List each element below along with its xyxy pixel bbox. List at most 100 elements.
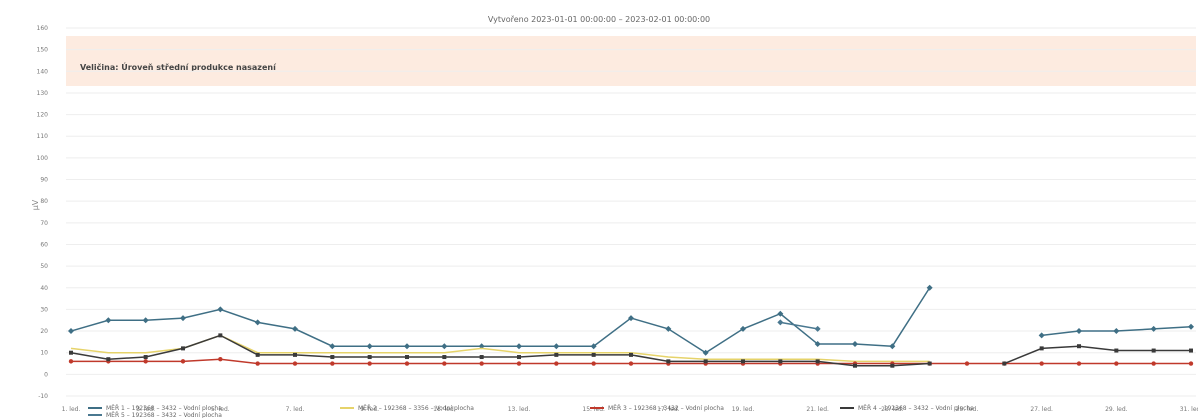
y-tick-label: -10: [38, 393, 48, 400]
x-tick-label: 19. led.: [732, 406, 755, 413]
data-point: [814, 341, 821, 348]
chart-title: Vytvořeno 2023-01-01 00:00:00 – 2023-02-…: [488, 15, 710, 24]
x-tick-label: 3. led.: [136, 406, 155, 413]
data-point: [255, 352, 260, 357]
data-point: [628, 315, 634, 322]
data-point: [142, 317, 149, 324]
data-point: [1189, 348, 1193, 353]
y-tick-label: 70: [40, 220, 48, 227]
data-point: [404, 343, 410, 350]
data-point: [106, 357, 111, 362]
series-line: [70, 334, 930, 367]
series-line: [70, 287, 931, 354]
data-point: [1151, 348, 1156, 353]
data-point: [554, 361, 559, 366]
data-point: [143, 355, 148, 360]
y-tick-label: 150: [37, 47, 49, 54]
y-axis: -10 0 10 20 30 40 50 60 70 80 90 100 110 120 130 140 150…: [37, 25, 49, 400]
x-tick-label: 29. led.: [1105, 406, 1128, 413]
series-line: [1004, 345, 1191, 365]
data-point: [293, 352, 297, 357]
y-tick-label: 80: [40, 198, 48, 205]
series-4: [69, 333, 1193, 368]
data-point: [666, 359, 671, 364]
data-point: [1114, 348, 1119, 353]
legend-item-5: MĚŘ 5 – 192368 – 3432 – Vodní plocha: [88, 411, 222, 418]
y-tick-label: 30: [40, 306, 48, 313]
data-point: [778, 359, 783, 364]
highlight-band: [66, 36, 1196, 86]
x-tick-label: 17. led.: [657, 406, 680, 413]
y-tick-label: 60: [40, 241, 48, 248]
data-point: [703, 359, 708, 364]
y-tick-label: 100: [37, 155, 49, 162]
y-tick-label: 120: [37, 112, 49, 119]
data-point: [553, 343, 560, 350]
data-point: [591, 352, 596, 357]
data-point: [1076, 361, 1082, 366]
data-point: [366, 343, 373, 350]
x-tick-label: 11. led.: [433, 406, 456, 413]
grid: [66, 27, 1196, 397]
data-point: [255, 361, 260, 366]
legend-item-2: MĚŘ 2 – 192368 – 3356 – Vodní plocha: [340, 404, 474, 412]
x-tick-label: 25. led.: [956, 406, 979, 413]
data-point: [1039, 361, 1044, 366]
x-axis: 1. led. 3. led. 5. led. 7. led. 9. led. 11. l…: [62, 406, 1198, 413]
data-point: [218, 357, 223, 362]
data-point: [218, 333, 223, 338]
series-3: [68, 357, 1194, 366]
data-point: [105, 317, 112, 324]
data-point: [1188, 323, 1194, 330]
data-point: [1076, 328, 1082, 335]
data-point: [1002, 361, 1007, 366]
data-point: [926, 284, 933, 291]
data-point: [292, 361, 298, 366]
data-point: [702, 349, 709, 356]
data-point: [143, 359, 148, 364]
data-point: [814, 325, 821, 332]
data-point: [330, 355, 335, 360]
data-point: [367, 355, 372, 360]
legend-item-4: MĚŘ 4 – 192368 – 3432 – Vodní plocha: [840, 404, 974, 412]
data-point: [68, 359, 74, 364]
data-point: [890, 363, 895, 368]
data-point: [517, 355, 521, 360]
data-point: [180, 315, 186, 322]
data-point: [441, 343, 448, 350]
data-point: [740, 325, 746, 332]
data-point: [367, 361, 372, 366]
x-tick-label: 7. led.: [286, 406, 305, 413]
y-tick-label: 110: [37, 133, 49, 140]
x-tick-label: 27. led.: [1030, 406, 1053, 413]
data-point: [1150, 325, 1157, 332]
y-tick-label: 90: [40, 177, 48, 184]
y-tick-label: 50: [40, 263, 48, 270]
x-tick-label: 31. led.: [1180, 406, 1198, 413]
data-point: [181, 346, 185, 351]
data-point: [741, 359, 745, 364]
legend-item-3: MĚŘ 3 – 192368 – 3432 – Vodní plocha: [590, 404, 724, 412]
data-point: [628, 361, 634, 366]
legend-item-1: MĚŘ 1 – 192368 – 3432 – Vodní plocha: [88, 404, 222, 412]
y-tick-label: 40: [40, 285, 48, 292]
x-tick-label: 9. led.: [360, 406, 379, 413]
y-tick-label: 10: [40, 350, 48, 357]
data-point: [927, 361, 932, 366]
data-point: [68, 328, 74, 335]
data-point: [777, 310, 784, 317]
data-point: [590, 343, 597, 350]
data-point: [329, 343, 336, 350]
data-point: [330, 361, 335, 366]
legend-label: MĚŘ 2 – 192368 – 3356 – Vodní plocha: [358, 404, 474, 412]
x-tick-label: 1. led.: [62, 406, 81, 413]
data-point: [1077, 344, 1081, 349]
data-point: [1188, 361, 1194, 366]
data-point: [180, 359, 186, 364]
data-point: [853, 363, 857, 368]
data-point: [1038, 332, 1045, 339]
series-line: [780, 321, 818, 330]
data-point: [777, 319, 784, 326]
data-point: [405, 355, 409, 360]
